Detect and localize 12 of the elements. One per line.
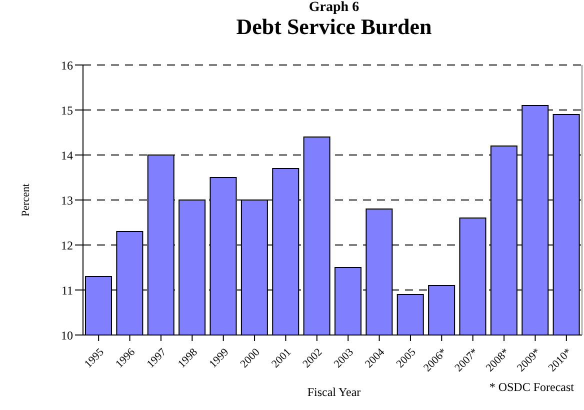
text: * OSDC Forecast [489, 380, 574, 395]
y-axis-title: Percent [20, 184, 32, 216]
x-axis-title: Fiscal Year [307, 385, 361, 399]
y-tick-label: 12 [61, 238, 73, 252]
y-tick-label: 10 [61, 328, 73, 342]
y-tick-label: 16 [61, 58, 73, 72]
chart-subtitle: Debt Service Burden [235, 14, 433, 40]
y-tick-label: 11 [61, 283, 73, 298]
y-tick-label: 15 [61, 103, 73, 118]
chart-title: Graph 6 [308, 0, 360, 16]
y-tick-label: 14 [61, 148, 73, 162]
y-tick-label: 13 [61, 193, 73, 208]
